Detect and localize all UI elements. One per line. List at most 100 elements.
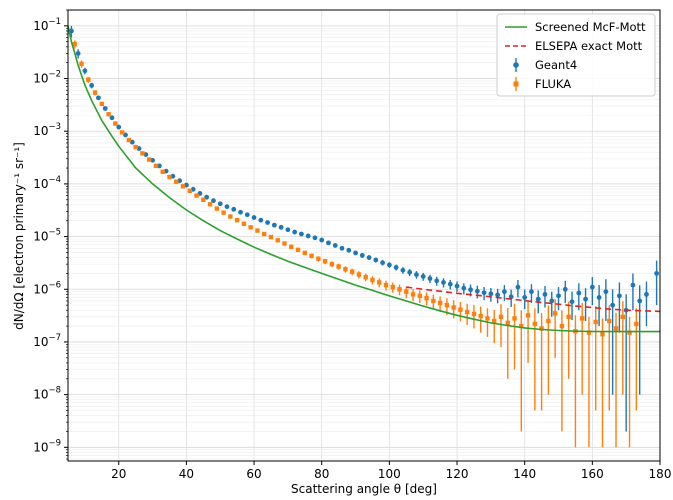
legend-swatch-geant4-marker [513,62,519,68]
data-point [447,281,453,287]
data-point [289,244,294,250]
data-point [326,240,331,246]
data-point [353,250,358,256]
legend-box [496,13,656,97]
data-point [89,83,95,88]
data-point [312,235,318,241]
data-point [607,318,612,324]
data-point [474,288,480,294]
data-point [275,238,280,243]
data-point [119,130,125,135]
data-point [102,106,108,111]
data-point [498,314,504,320]
data-point [359,252,365,258]
data-point [295,247,301,253]
data-point [637,298,643,304]
data-point [299,231,304,237]
data-point [393,265,399,270]
data-point [390,284,395,290]
data-point [366,255,372,260]
data-point [370,277,375,283]
data-point [140,151,145,156]
series-layer [67,25,661,448]
data-point [505,320,510,326]
data-point [492,318,497,324]
data-point [126,137,132,143]
data-point [630,282,636,288]
data-point [316,256,321,261]
x-tick-label: 160 [581,467,604,481]
data-point [214,206,220,211]
data-point [255,228,260,233]
data-point [427,276,433,281]
data-point [583,296,588,302]
data-point [596,295,602,300]
data-point [613,326,619,331]
x-tick-label: 40 [179,467,194,481]
series-line-elsepa-exact-mott [406,286,661,313]
data-point [417,293,423,299]
x-tick-label: 180 [649,467,672,481]
x-tick-label: 120 [446,467,469,481]
data-point [262,231,267,237]
data-point [349,269,355,274]
data-point [82,68,88,74]
data-point [566,314,571,320]
data-point [265,220,270,225]
data-point [549,298,555,304]
data-point [180,184,186,189]
data-point [109,115,115,121]
legend-label-elsepa: ELSEPA exact Mott [535,39,643,53]
data-point [363,274,368,280]
data-point [634,321,639,327]
data-point [515,284,521,290]
data-point [397,287,402,292]
data-point [268,234,274,240]
data-point [468,287,473,293]
data-point [495,292,501,298]
data-point [234,217,240,223]
data-point [305,233,311,239]
data-point [238,209,243,215]
data-point [627,330,632,335]
data-point [600,332,605,337]
data-point [539,326,544,331]
data-point [92,90,98,95]
data-point [373,257,379,263]
data-point [133,144,138,150]
data-point [278,224,284,230]
data-point [224,204,230,210]
data-point [116,124,122,130]
data-point [160,169,165,174]
data-point [75,51,81,56]
data-point [336,264,341,269]
data-point [258,217,264,223]
data-point [322,259,328,264]
data-point [282,241,287,246]
data-point [451,305,456,310]
data-point [319,237,325,243]
series-fluka [72,40,639,448]
data-point [644,291,649,297]
data-point [251,215,257,220]
y-axis-label: dN/dΩ [electron primary⁻¹ sr⁻¹] [12,142,26,330]
data-point [377,280,382,285]
x-axis: 20 40 60 80 100 120 140 160 180 [111,461,671,481]
series-line-screened-mcf-mott [67,25,660,333]
data-point [519,323,524,329]
data-point [546,318,551,324]
data-point [241,221,247,226]
data-point [211,198,216,204]
data-point [329,261,335,267]
data-point [383,282,389,288]
data-point [271,222,277,228]
data-point [559,323,565,329]
data-point [201,197,206,202]
data-point [244,212,250,218]
series-geant4 [68,25,660,432]
data-point [410,292,416,297]
data-point [454,283,460,289]
data-point [562,286,568,292]
data-point [525,313,531,318]
